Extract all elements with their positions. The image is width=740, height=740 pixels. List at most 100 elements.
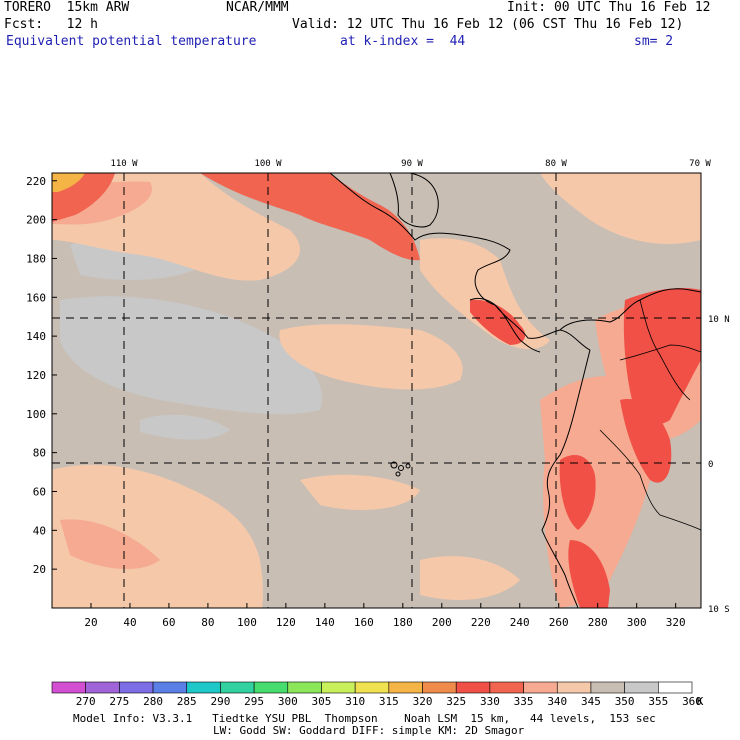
y-axis: 220 200 180 160 140 120 100 80 60 40 20 [26,175,57,576]
legend-swatch [455,681,491,694]
x-tick-label: 180 [393,616,413,629]
legend-swatch [556,681,592,694]
x-tick-label: 100 [237,616,257,629]
field-330-ecuador [559,455,596,530]
field-330-colombia [623,288,701,424]
x-axis: 20 40 60 80 100 120 140 160 180 200 220 240 260 280 30… [84,603,686,629]
legend-value: 280 [143,695,163,708]
x-tick-label: 140 [315,616,335,629]
legend-swatch [388,681,423,694]
model-info-line1: Model Info: V3.3.1 Tiedtke YSU PBL Thomp… [73,712,656,725]
lat-label-10n: 10 N [708,315,730,325]
field-345-south [300,474,420,510]
border-ecuador-peru [599,429,701,531]
y-tick-label: 200 [26,214,46,227]
legend-swatch [523,681,558,694]
lon-label-80w: 80 W [545,159,567,169]
lon-label-110w: 110 W [110,159,138,169]
legend-value: 305 [312,695,332,708]
x-tick-label: 220 [471,616,491,629]
x-tick-label: 20 [84,616,97,629]
legend-value: 285 [177,695,197,708]
field-345-sw [52,464,263,608]
lat-label-0: 0 [708,460,713,470]
latlon-grid [52,173,701,608]
field-330-peru [568,540,610,608]
legend-value: 340 [547,695,567,708]
x-tick-label: 200 [432,616,452,629]
coastline-central-america [329,173,591,351]
legend-value: 295 [244,695,264,708]
island-galapagos-2 [398,465,404,471]
coastline-caribbean-sa [559,288,701,331]
x-tick-label: 80 [201,616,214,629]
forecast-hour: Fcst: 12 h [4,17,98,32]
island-galapagos-4 [395,471,401,477]
lon-label-90w: 90 W [401,159,423,169]
legend-value: 360 [682,695,702,708]
field-345-south-2 [420,556,520,600]
legend-value: 335 [514,695,534,708]
legend-value: 310 [345,695,365,708]
y-tick-label: 120 [26,369,46,382]
x-tick-label: 280 [588,616,608,629]
border-colombia-venezuela [619,344,701,361]
init-time: Init: 00 UTC Thu 16 Feb 12 [507,0,711,15]
legend-value: 315 [379,695,399,708]
legend-value: 320 [413,695,433,708]
legend-swatch [51,681,86,694]
field-335-mexico-coast [200,173,420,261]
center-name: NCAR/MMM [226,0,289,15]
legend-swatch [253,681,289,694]
y-tick-label: 160 [26,291,46,304]
coastline-pacific-sa [541,349,591,608]
lon-label-100w: 100 W [254,159,282,169]
field-345-central-america [420,238,550,350]
legend-value: 345 [581,695,601,708]
legend-swatch [658,681,693,694]
legend-unit: K [697,695,704,708]
color-legend: 270 275 280 285 290 295 300 305 310 315 320 325 330 3… [51,681,702,708]
x-tick-label: 60 [162,616,175,629]
x-tick-label: 320 [666,616,686,629]
field-320-corner [52,173,85,192]
theta-e-field [52,173,701,608]
island-galapagos-1 [390,461,398,469]
y-tick-label: 20 [33,563,46,576]
field-340-sw [60,519,160,570]
level-label: at k-index = 44 [340,34,466,49]
y-tick-label: 40 [33,524,46,537]
map-frame [51,172,702,609]
legend-value: 355 [648,695,668,708]
legend-swatch [624,681,659,694]
legend-swatch [186,681,221,694]
smooth-label: sm= 2 [634,34,674,49]
legend-value: 270 [76,695,96,708]
x-tick-label: 300 [627,616,647,629]
field-345-caribbean [540,173,701,244]
coastline-yucatan [389,173,439,228]
x-tick-label: 120 [276,616,296,629]
field-name: Equivalent potential temperature [6,34,257,49]
x-tick-label: 160 [354,616,374,629]
field-355-patch-3 [140,414,230,440]
model-name: TORERO 15km ARW [4,0,130,15]
coastline-pacific-ca [469,297,541,353]
legend-swatch [287,681,322,694]
legend-value: 350 [615,695,635,708]
y-tick-label: 220 [26,175,46,188]
legend-swatch [321,681,356,694]
lat-label-10s: 10 S [708,605,730,615]
legend-swatch [590,681,625,694]
legend-value: 325 [446,695,466,708]
y-tick-label: 140 [26,330,46,343]
field-330-costa-rica [470,299,526,345]
field-355-patch [60,296,322,415]
legend-value: 275 [109,695,129,708]
field-330-interior [620,399,672,483]
field-345-central [279,324,463,390]
legend-value: 300 [278,695,298,708]
y-tick-label: 180 [26,252,46,265]
legend-value: 290 [210,695,230,708]
